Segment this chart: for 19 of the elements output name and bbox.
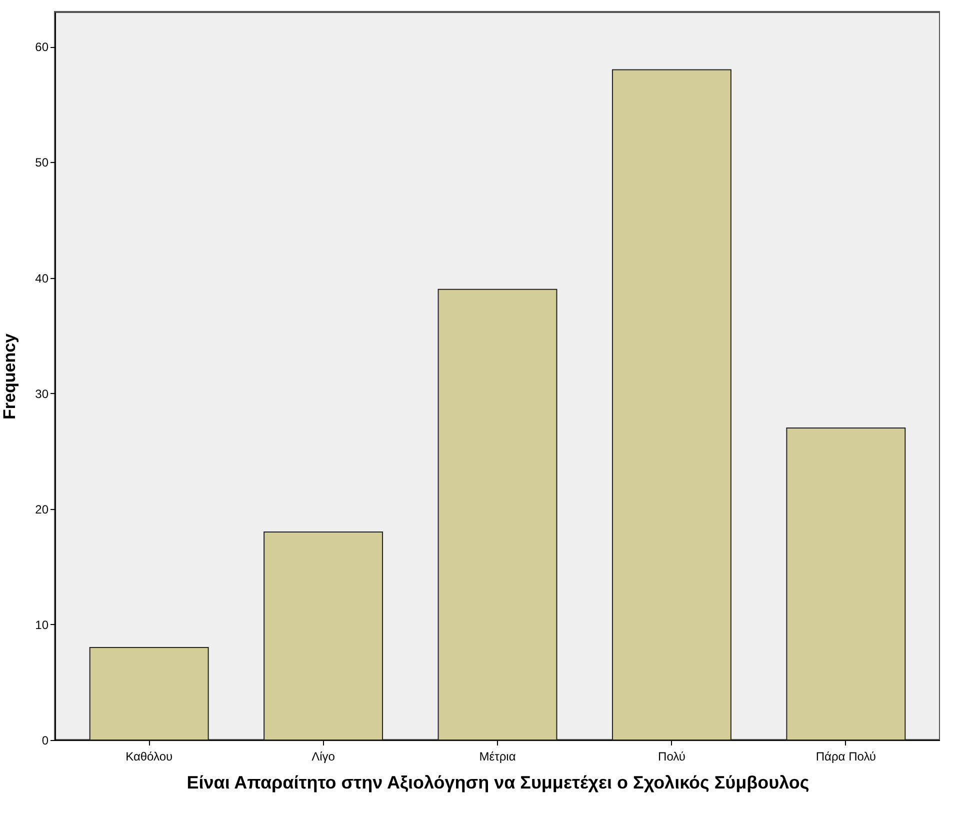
bar bbox=[438, 288, 558, 740]
y-axis-title: Frequency bbox=[0, 332, 20, 420]
bar bbox=[89, 647, 209, 740]
x-tick-label: Καθόλου bbox=[126, 750, 173, 764]
bar bbox=[612, 69, 732, 740]
x-tick-label: Πολύ bbox=[658, 750, 686, 764]
x-tick-label: Πάρα Πολύ bbox=[816, 750, 876, 764]
bar bbox=[264, 532, 384, 740]
x-tick-label: Μέτρια bbox=[479, 750, 516, 764]
y-tick-label: 10 bbox=[35, 618, 49, 632]
y-tick-label: 60 bbox=[35, 40, 49, 54]
x-tick-label: Λίγο bbox=[312, 750, 336, 764]
bar bbox=[786, 428, 906, 740]
x-axis-title: Είναι Απαραίτητο στην Αξιολόγηση να Συμμετέχει ο Σχολικός Σύμβουλος bbox=[186, 772, 810, 792]
y-tick-label: 50 bbox=[35, 156, 49, 170]
y-tick-label: 30 bbox=[35, 386, 49, 401]
y-tick-label: 40 bbox=[35, 271, 49, 286]
y-tick-label: 0 bbox=[42, 734, 49, 748]
y-tick-label: 20 bbox=[35, 502, 49, 516]
